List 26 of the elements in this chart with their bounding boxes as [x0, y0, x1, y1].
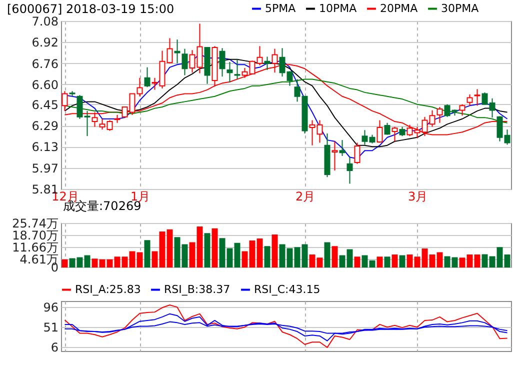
- y-tick-label: 6.45: [32, 98, 58, 112]
- y-tick-label: 6.29: [32, 119, 58, 134]
- series-label: RSI_A:25.83: [75, 282, 141, 296]
- y-tick-label: 5.81: [32, 182, 58, 196]
- legend-label: 10PMA: [319, 2, 358, 15]
- y-tick-label: 7.08: [32, 14, 58, 28]
- x-tick-label: 2月: [295, 190, 316, 204]
- legend-label: 5PMA: [265, 2, 296, 15]
- y-tick-label: 96: [43, 300, 58, 315]
- y-tick-label: 6.76: [32, 56, 58, 71]
- y-tick-label: 11.66万: [12, 240, 58, 255]
- y-tick-label: 6: [50, 340, 58, 355]
- chart-title: 成交量:70269: [63, 199, 142, 213]
- y-tick-label: 5.97: [32, 161, 58, 176]
- x-tick-label: 3月: [408, 190, 428, 204]
- y-tick-label: 6.13: [32, 140, 58, 154]
- legend-label: 20PMA: [380, 2, 418, 15]
- y-tick-label: 6.92: [32, 36, 58, 50]
- y-tick-label: 25.74万: [12, 216, 58, 230]
- y-tick-label: 51: [43, 320, 58, 335]
- chart-title: [600067] 2018-03-19 15:00: [7, 2, 174, 16]
- y-tick-label: 6.60: [32, 78, 58, 92]
- legend-label: RSI_C:43.15: [254, 282, 320, 296]
- legend-label: 30PMA: [441, 2, 480, 15]
- y-tick-label: 18.70万: [12, 228, 58, 243]
- legend-label: RSI_B:38.37: [164, 282, 230, 296]
